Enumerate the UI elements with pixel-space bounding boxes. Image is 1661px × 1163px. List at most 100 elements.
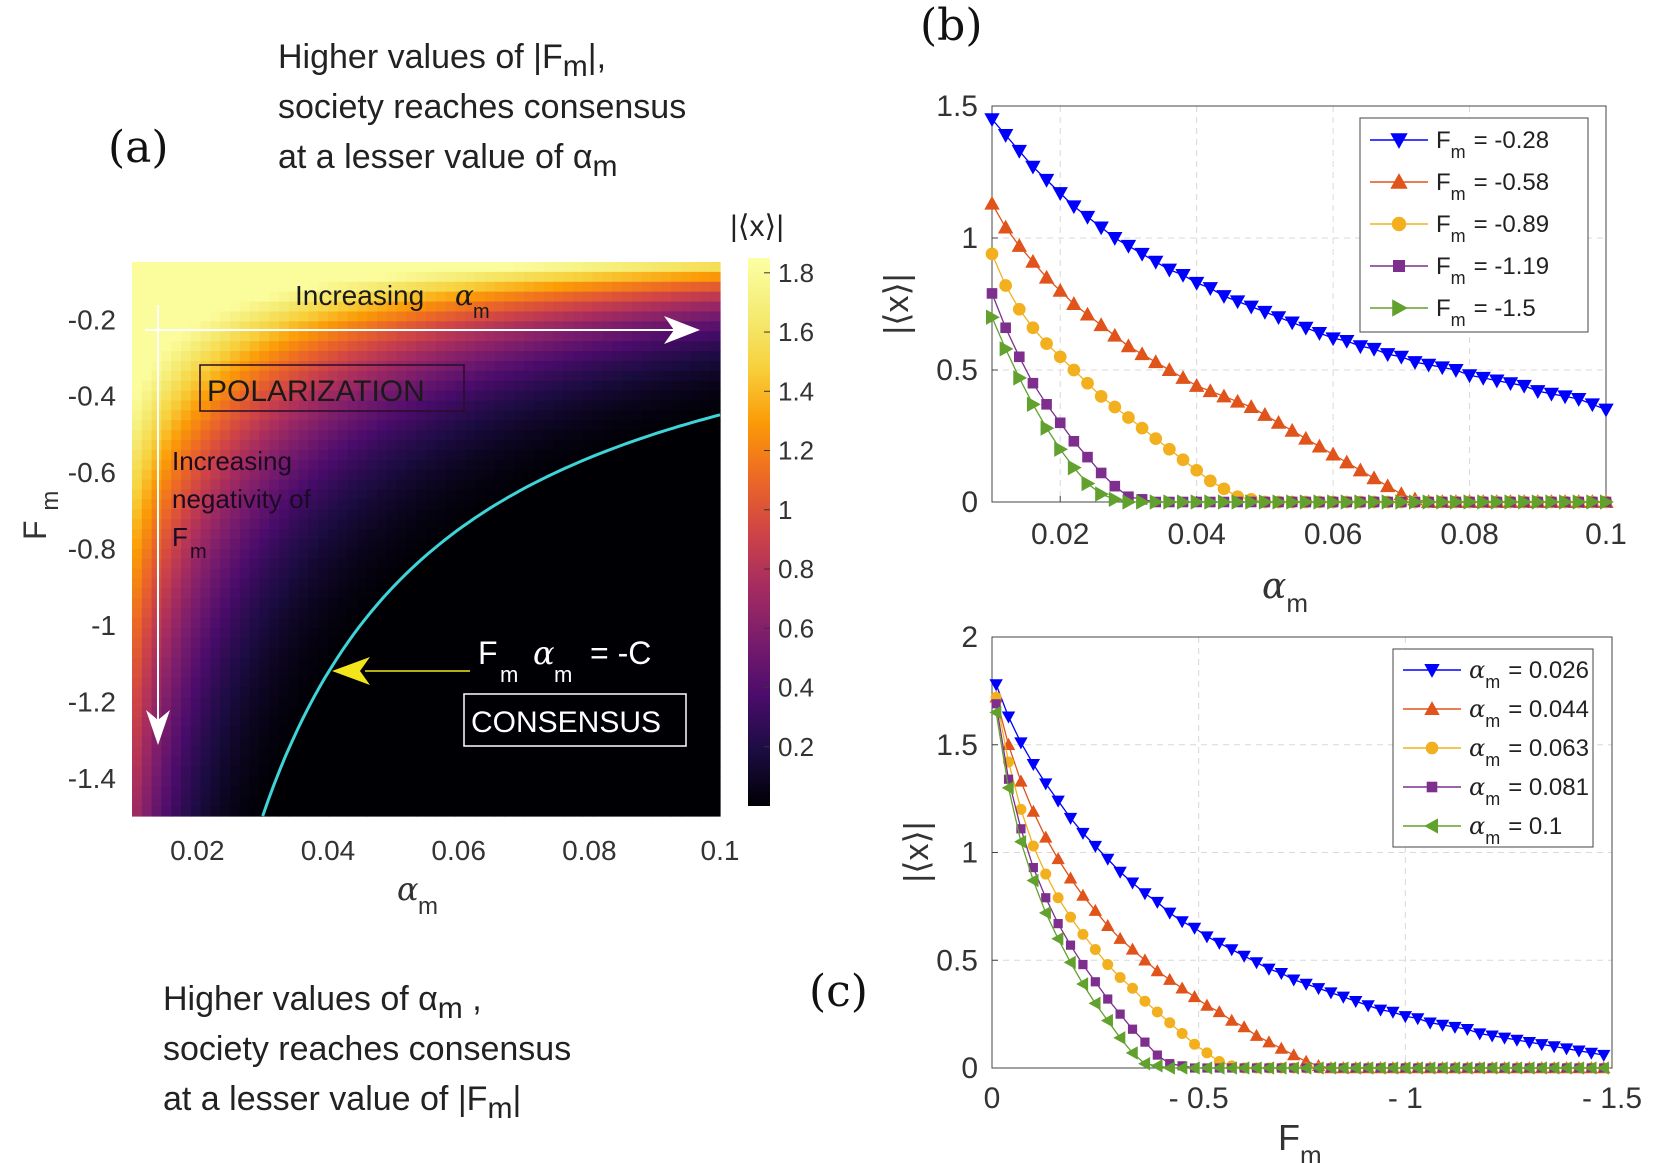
heatmap-cell (602, 578, 613, 590)
heatmap-cell (386, 588, 398, 599)
heatmap-cell (553, 291, 564, 303)
heatmap-cell (494, 717, 505, 728)
heatmap-cell (494, 459, 505, 471)
annotation-top-l2: society reaches consensus (278, 88, 686, 126)
heatmap-cell (132, 351, 143, 362)
heatmap-cell (367, 459, 378, 471)
heatmap-cell (592, 331, 603, 342)
heatmap-cell (406, 380, 417, 392)
heatmap-cell (308, 529, 319, 540)
heatmap-cell (151, 588, 162, 599)
heatmap-cell (210, 370, 221, 382)
heatmap-cell (563, 529, 574, 540)
heatmap-cell (484, 469, 496, 481)
data-point (1422, 494, 1437, 510)
data-point (1243, 300, 1259, 315)
heatmap-cell (631, 370, 643, 382)
heatmap-cell (357, 568, 368, 580)
heatmap-cell (347, 529, 358, 540)
heatmap-cell (465, 529, 476, 540)
heatmap-cell (445, 657, 456, 669)
heatmap-cell (269, 291, 280, 303)
heatmap-cell (190, 262, 202, 273)
heatmap-cell (661, 360, 672, 372)
heatmap-cell (239, 687, 251, 698)
heatmap-cell (641, 647, 652, 659)
data-point (1216, 290, 1232, 304)
heatmap-cell (259, 667, 270, 679)
data-point (1410, 1061, 1423, 1075)
heatmap-cell (298, 321, 309, 332)
heatmap-cell (220, 677, 231, 688)
heatmap-cell (426, 321, 437, 332)
heatmap-cell (504, 697, 515, 708)
heatmap-cell (181, 459, 192, 471)
heatmap-cell (269, 726, 280, 738)
heatmap-cell (406, 598, 417, 609)
heatmap-cell (279, 568, 290, 580)
heatmap-cell (132, 360, 143, 372)
heatmap-cell (357, 647, 368, 659)
heatmap-cell (337, 489, 349, 501)
heatmap-cell (210, 697, 221, 708)
heatmap-cell (347, 459, 358, 471)
heatmap-cell (249, 637, 260, 649)
heatmap-cell (308, 400, 319, 411)
heatmap-cell (710, 548, 721, 560)
heatmap-cell (161, 519, 172, 530)
heatmap-cell (475, 281, 486, 293)
heatmap-cell (220, 726, 231, 738)
heatmap-cell (435, 400, 447, 411)
colorbar-tick-label: 0.4 (778, 673, 814, 703)
heatmap-cell (612, 707, 623, 718)
data-point (1139, 995, 1151, 1007)
heatmap-cell (239, 707, 251, 718)
heatmap-cell (475, 717, 486, 728)
heatmap-cell (582, 598, 594, 609)
heatmap-cell (690, 618, 701, 629)
data-point (1150, 1059, 1163, 1073)
heatmap-cell (426, 756, 437, 768)
heatmap-cell (484, 667, 496, 679)
heatmap-cell (671, 410, 682, 421)
heatmap-cell (455, 449, 466, 461)
heatmap-cell (318, 519, 329, 530)
heatmap-cell (249, 489, 260, 501)
heatmap-cell (367, 726, 378, 738)
heatmap-cell (386, 519, 398, 530)
heatmap-cell (337, 360, 349, 372)
heatmap-cell (259, 400, 270, 411)
heatmap-cell (710, 281, 721, 293)
heatmap-cell (141, 776, 153, 787)
heatmap-cell (396, 796, 407, 807)
heatmap-cell (239, 637, 251, 649)
heatmap-cell (700, 360, 711, 372)
heatmap-cell (141, 291, 153, 303)
heatmap-cell (406, 410, 417, 421)
heatmap-cell (504, 618, 515, 629)
heatmap-cell (563, 736, 574, 748)
heatmap-cell (230, 588, 241, 599)
heatmap-cell (641, 628, 652, 639)
heatmap-cell (700, 677, 711, 688)
heatmap-cell (543, 539, 554, 550)
heatmap-cell (700, 321, 711, 332)
heatmap-cell (563, 766, 574, 778)
heatmap-cell (710, 736, 721, 748)
heatmap-cell (416, 598, 427, 609)
heatmap-cell (465, 430, 476, 441)
heatmap-cell (573, 459, 584, 471)
heatmap-cell (161, 667, 172, 679)
heatmap-cell (396, 281, 407, 293)
heatmap-cell (239, 677, 251, 688)
heatmap-cell (298, 311, 309, 322)
heatmap-cell (230, 262, 241, 273)
data-point (1598, 403, 1614, 418)
heatmap-cell (690, 628, 701, 639)
heatmap-cell (465, 410, 476, 421)
heatmap-cell (269, 311, 280, 322)
heatmap-cell (308, 539, 319, 550)
heatmap-cell (514, 420, 525, 431)
heatmap-cell (484, 677, 496, 688)
heatmap-cell (269, 717, 280, 728)
